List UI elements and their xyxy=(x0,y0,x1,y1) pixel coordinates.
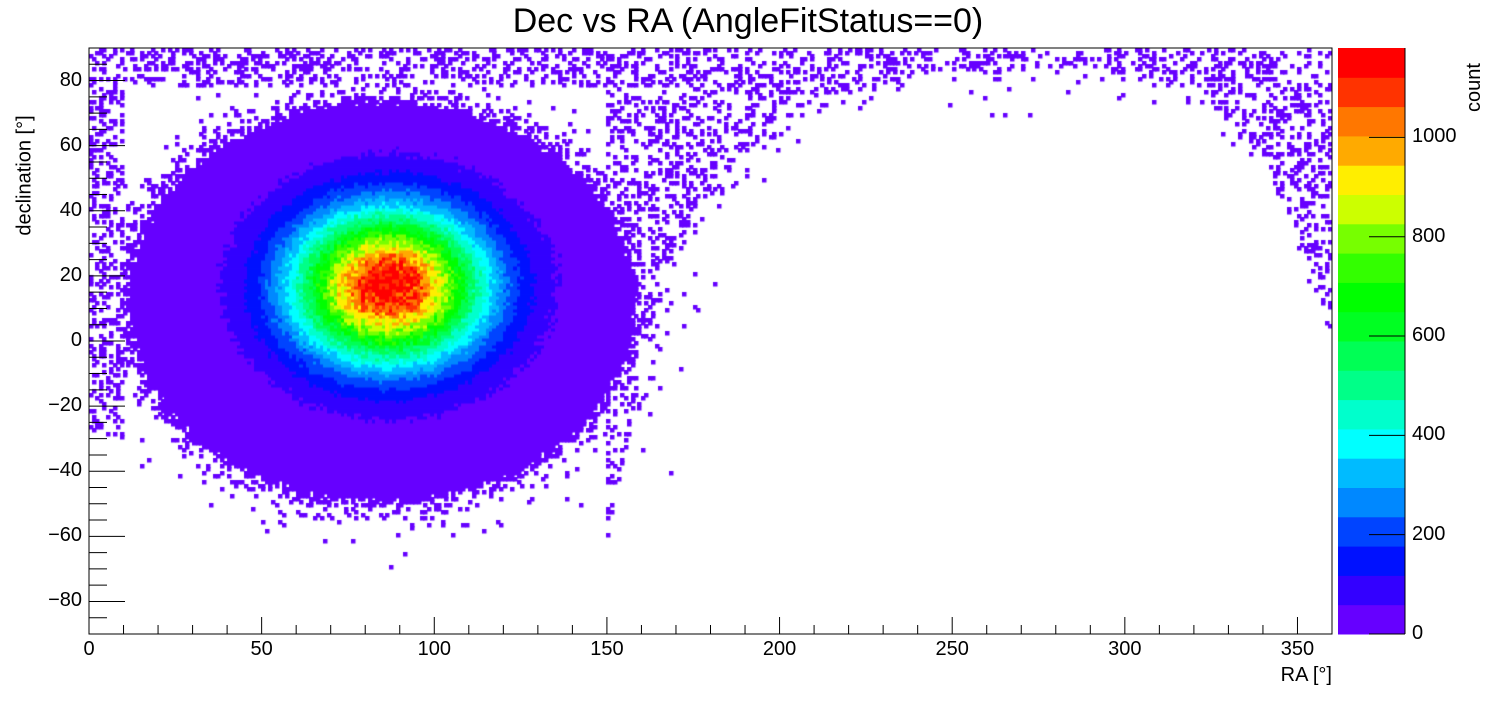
z-tick-label: 1000 xyxy=(1412,125,1457,148)
y-tick-label: 0 xyxy=(70,329,82,351)
x-tick-label: 150 xyxy=(590,638,624,660)
z-axis-label: count xyxy=(1462,63,1485,112)
x-tick-label: 300 xyxy=(1108,638,1142,660)
y-tick-label: 80 xyxy=(59,68,82,91)
plot-frame xyxy=(88,47,1333,635)
colorbar-band xyxy=(1338,223,1405,254)
colorbar-band xyxy=(1338,604,1405,635)
z-tick-label: 0 xyxy=(1412,622,1424,644)
y-axis-label: declination [°] xyxy=(13,115,36,236)
colorbar-band xyxy=(1338,516,1405,547)
y-tick-label: −20 xyxy=(48,394,82,417)
heatmap-cells xyxy=(89,48,1332,634)
y-tick-label: −80 xyxy=(48,589,82,612)
colorbar-band xyxy=(1338,282,1405,313)
x-tick-label: 0 xyxy=(83,638,95,660)
colorbar-band xyxy=(1338,311,1405,342)
x-tick-label: 350 xyxy=(1280,638,1315,660)
x-axis-label: RA [°] xyxy=(1280,664,1332,686)
y-tick-label: 40 xyxy=(59,198,82,221)
z-tick-label: 800 xyxy=(1412,224,1446,247)
y-tick-label: 60 xyxy=(59,133,82,156)
y-tick-label: 20 xyxy=(59,263,82,286)
y-tick-label: −60 xyxy=(48,524,82,547)
colorbar-band xyxy=(1338,48,1405,78)
x-tick-label: 100 xyxy=(417,638,451,660)
colorbar-band xyxy=(1338,106,1405,137)
colorbar-band xyxy=(1338,341,1405,371)
chart-title: Dec vs RA (AngleFitStatus==0) xyxy=(512,2,984,40)
x-tick-label: 250 xyxy=(935,638,969,660)
colorbar-band xyxy=(1338,399,1405,430)
colorbar-band xyxy=(1338,253,1405,283)
z-tick-label: 600 xyxy=(1412,324,1446,347)
y-tick-label: −40 xyxy=(48,459,82,482)
colorbar-band xyxy=(1338,546,1405,576)
colorbar-band xyxy=(1338,575,1405,606)
colorbar-band xyxy=(1338,458,1405,488)
x-tick-label: 200 xyxy=(762,638,797,660)
colorbar-band xyxy=(1338,370,1405,401)
colorbar-band xyxy=(1338,194,1405,225)
colorbar-band xyxy=(1338,135,1405,166)
colorbar-band xyxy=(1338,165,1405,195)
colorbar-band xyxy=(1338,428,1405,459)
colorbar-band xyxy=(1338,77,1405,108)
x-tick-label: 50 xyxy=(250,638,273,660)
colorbar-band xyxy=(1338,487,1405,518)
z-tick-label: 400 xyxy=(1412,423,1446,446)
z-tick-label: 200 xyxy=(1412,522,1446,545)
